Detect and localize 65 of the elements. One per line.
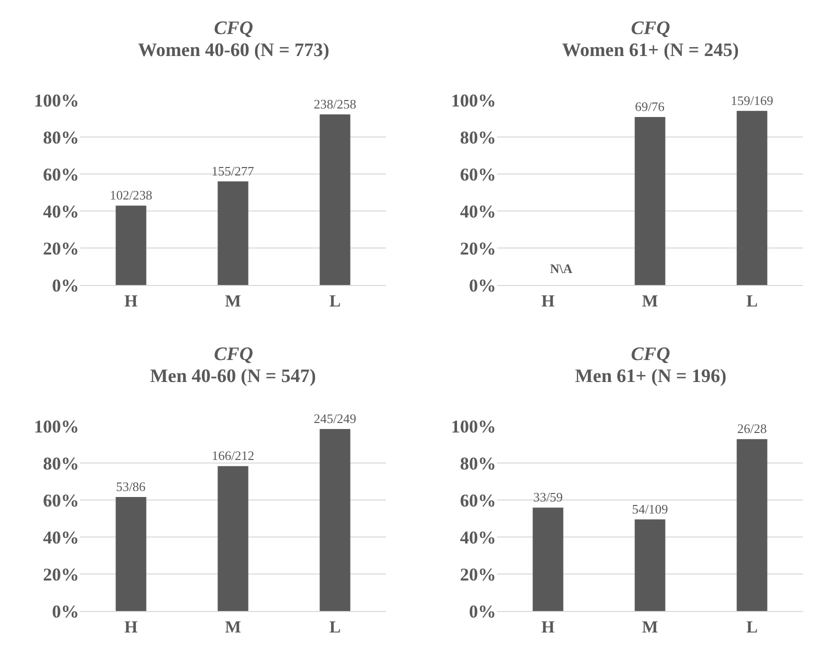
y-tick-label: 0% xyxy=(469,275,496,296)
y-tick-label: 40% xyxy=(460,201,496,222)
y-tick-label: 20% xyxy=(460,564,496,584)
y-tick-label: 80% xyxy=(43,453,79,474)
y-tick-label: 80% xyxy=(460,127,496,148)
data-label: 102/238 xyxy=(110,188,152,203)
x-tick-label: M xyxy=(224,291,242,310)
x-tick-label: L xyxy=(746,617,758,636)
y-tick-label: 80% xyxy=(43,127,79,148)
annotation: N\A xyxy=(550,261,573,276)
x-tick-label: H xyxy=(541,617,555,636)
y-tick-label: 100% xyxy=(451,90,496,110)
y-tick-label: 40% xyxy=(43,527,79,548)
y-tick-label: 60% xyxy=(460,490,496,510)
y-tick-label: 100% xyxy=(34,90,79,110)
bar xyxy=(116,206,146,285)
x-tick-label: M xyxy=(642,617,658,636)
x-tick-label: H xyxy=(541,291,555,310)
bar xyxy=(320,114,350,285)
x-tick-label: L xyxy=(746,291,758,310)
chart-subtitle: Women 61+ (N = 245) xyxy=(562,40,739,61)
y-tick-label: 60% xyxy=(460,164,496,184)
data-label: 33/59 xyxy=(533,490,563,505)
chart-title: CFQ xyxy=(214,344,254,365)
bar xyxy=(116,497,146,611)
y-tick-label: 100% xyxy=(451,416,496,436)
y-tick-label: 20% xyxy=(43,238,79,258)
x-tick-label: H xyxy=(124,291,138,310)
bar xyxy=(634,519,666,611)
x-tick-label: L xyxy=(329,291,341,310)
y-tick-label: 20% xyxy=(43,564,79,584)
y-tick-label: 80% xyxy=(460,453,496,474)
x-tick-label: M xyxy=(642,291,658,310)
data-label: 53/86 xyxy=(116,479,146,494)
y-tick-label: 20% xyxy=(460,238,496,258)
y-tick-label: 60% xyxy=(43,164,79,184)
y-tick-label: 40% xyxy=(43,201,79,222)
data-label: 238/258 xyxy=(314,96,356,112)
chart-subtitle: Men 40-60 (N = 547) xyxy=(150,366,316,387)
y-tick-label: 0% xyxy=(52,275,79,296)
chart-subtitle: Women 40-60 (N = 773) xyxy=(138,40,330,61)
x-tick-label: M xyxy=(224,617,242,636)
y-tick-label: 60% xyxy=(43,490,79,510)
bar xyxy=(320,428,350,611)
chart-title: CFQ xyxy=(214,18,254,39)
chart-subtitle: Men 61+ (N = 196) xyxy=(575,366,726,387)
data-label: 245/249 xyxy=(314,410,356,426)
bar xyxy=(218,466,248,611)
x-tick-label: L xyxy=(329,617,341,636)
data-label: 155/277 xyxy=(211,163,255,178)
chart-title: CFQ xyxy=(631,18,670,39)
data-label: 54/109 xyxy=(632,501,668,516)
y-tick-label: 40% xyxy=(460,527,496,548)
data-label: 166/212 xyxy=(212,448,254,464)
y-tick-label: 0% xyxy=(469,601,496,622)
bar xyxy=(532,508,564,611)
data-label: 26/28 xyxy=(737,421,767,436)
y-tick-label: 0% xyxy=(52,601,79,622)
data-label: 159/169 xyxy=(730,92,774,108)
chart-title: CFQ xyxy=(631,344,670,365)
y-tick-label: 100% xyxy=(34,416,79,436)
data-label: 69/76 xyxy=(634,99,666,114)
x-tick-label: H xyxy=(124,617,138,636)
bar xyxy=(218,181,248,285)
bar xyxy=(736,439,768,611)
